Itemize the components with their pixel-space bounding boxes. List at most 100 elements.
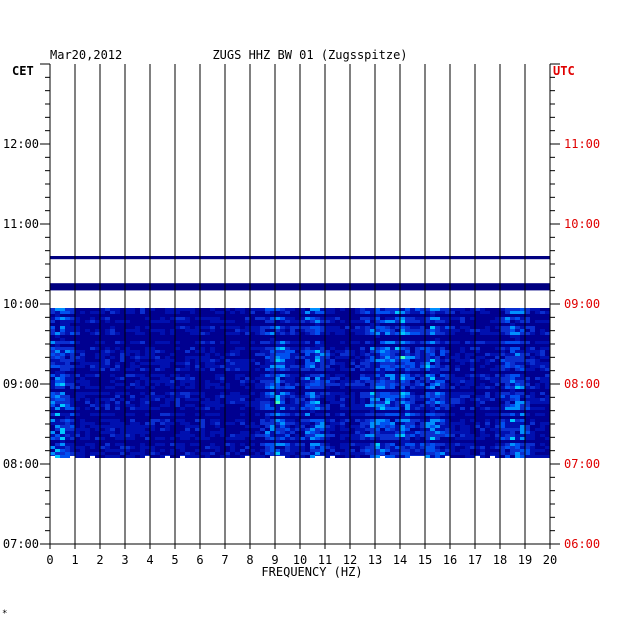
heat-cell [215,455,220,458]
heat-cell [120,350,125,353]
heat-cell [380,395,385,398]
heat-cell [435,440,440,443]
heat-cell [195,437,200,440]
heat-cell [500,359,505,362]
heat-cell [195,353,200,356]
heat-cell [420,371,425,374]
heat-cell [210,311,215,314]
x-tick-label: 0 [46,553,53,567]
heat-cell [370,419,375,422]
heat-cell [95,311,100,314]
heat-cell [220,428,225,431]
heat-cell [390,341,395,344]
heat-cell [230,374,235,377]
heat-cell [115,437,120,440]
heat-cell [325,335,330,338]
heat-cell [265,389,270,392]
heat-cell [245,350,250,353]
heat-cell [540,347,545,350]
heat-cell [205,410,210,413]
heat-cell [530,323,535,326]
heat-cell [365,314,370,317]
heat-cell [245,308,250,311]
heat-cell [95,341,100,344]
heat-cell [115,335,120,338]
heat-cell [455,374,460,377]
heat-cell [520,386,525,389]
heat-cell [380,350,385,353]
heat-cell [175,314,180,317]
heat-cell [530,410,535,413]
heat-cell [475,395,480,398]
heat-cell [325,377,330,380]
heat-cell [180,341,185,344]
heat-cell [220,404,225,407]
heat-cell [165,398,170,401]
heat-cell [220,449,225,452]
heat-cell [230,416,235,419]
heat-cell [85,320,90,323]
heat-cell [125,356,130,359]
heat-cell [455,317,460,320]
heat-cell [55,332,60,335]
heat-cell [460,335,465,338]
heat-cell [395,407,400,410]
heat-cell [190,449,195,452]
heat-cell [275,404,280,407]
heat-cell [120,362,125,365]
heat-cell [385,398,390,401]
heat-cell [285,377,290,380]
heat-cell [420,401,425,404]
heat-cell [170,365,175,368]
heat-cell [145,434,150,437]
heat-cell [415,452,420,455]
heat-cell [470,419,475,422]
heat-cell [365,434,370,437]
heat-cell [255,329,260,332]
heat-cell [200,389,205,392]
heat-cell [230,452,235,455]
heat-cell [130,437,135,440]
heat-cell [395,398,400,401]
heat-cell [215,311,220,314]
heat-cell [225,344,230,347]
heat-cell [70,344,75,347]
heat-cell [545,455,550,458]
heat-cell [350,419,355,422]
heat-cell [115,371,120,374]
heat-cell [85,374,90,377]
heat-cell [530,401,535,404]
heat-cell [270,425,275,428]
heat-cell [145,311,150,314]
heat-cell [500,401,505,404]
heat-cell [360,413,365,416]
heat-cell [415,434,420,437]
heat-cell [385,335,390,338]
heat-cell [485,404,490,407]
heat-cell [220,452,225,455]
heat-cell [180,398,185,401]
heat-cell [275,335,280,338]
heat-cell [420,440,425,443]
heat-cell [375,332,380,335]
heat-cell [310,365,315,368]
heat-cell [465,362,470,365]
heat-cell [195,311,200,314]
heat-cell [110,455,115,458]
heat-cell [315,407,320,410]
heat-cell [260,359,265,362]
heat-cell [380,440,385,443]
heat-cell [430,410,435,413]
heat-cell [105,323,110,326]
heat-cell [545,434,550,437]
heat-cell [210,419,215,422]
heat-cell [510,404,515,407]
heat-cell [160,431,165,434]
heat-cell [545,329,550,332]
heat-cell [245,407,250,410]
heat-cell [275,308,280,311]
heat-cell [70,416,75,419]
heat-cell [85,392,90,395]
heat-cell [215,323,220,326]
heat-cell [340,371,345,374]
